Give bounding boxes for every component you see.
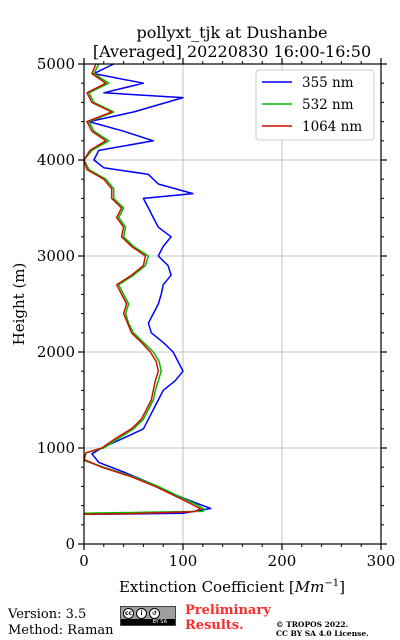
copyright-notice: © TROPOS 2022. CC BY SA 4.0 License. (276, 620, 369, 638)
legend-label-532: 532 nm (302, 97, 354, 113)
chart: pollyxt_tjk at Dushanbe [Averaged] 20220… (10, 23, 396, 596)
version-text: Version: 3.5 (8, 607, 87, 622)
x-tick-label: 0 (79, 552, 89, 570)
footer-info: Version: 3.5 Method: Raman (8, 607, 114, 639)
y-tick-label: 5000 (37, 55, 75, 73)
cc-icon: cc (123, 608, 134, 619)
legend-box (255, 69, 375, 141)
legend-label-1064: 1064 nm (302, 119, 362, 135)
copyright-line1: © TROPOS 2022. (276, 620, 349, 629)
y-tick-label: 1000 (37, 439, 75, 457)
series-layer (83, 63, 212, 515)
series-line-2 (83, 63, 206, 515)
y-tick-label: 3000 (37, 247, 75, 265)
legend-label-355: 355 nm (302, 75, 354, 91)
cc-icons-row: cc i ↺ (121, 607, 177, 620)
method-text: Method: Raman (8, 623, 114, 638)
preliminary-line2: Results. (185, 618, 244, 633)
cc-badge-text: BY SA (121, 619, 175, 625)
x-tick-label: 300 (367, 552, 396, 570)
x-tick-label: 100 (169, 552, 198, 570)
y-tick-label: 0 (65, 535, 75, 553)
chart-title: pollyxt_tjk at Dushanbe (136, 23, 327, 42)
series-line-1 (85, 63, 212, 515)
preliminary-line1: Preliminary (185, 603, 271, 618)
y-tick-label: 2000 (37, 343, 75, 361)
x-axis-label-text: Extinction Coefficient [ (119, 578, 295, 596)
legend: 355 nm 532 nm 1064 nm (255, 69, 375, 141)
chart-subtitle: [Averaged] 20220830 16:00-16:50 (93, 42, 371, 61)
copyright-line2: CC BY SA 4.0 License. (276, 629, 369, 638)
x-axis-label: Extinction Coefficient [Mm−1] (119, 578, 345, 596)
by-icon: i (136, 608, 147, 619)
x-axis-unit: Mm (294, 578, 325, 596)
sa-icon: ↺ (149, 608, 160, 619)
preliminary-notice: Preliminary Results. (185, 603, 271, 633)
cc-license-badge: cc i ↺ BY SA (120, 606, 176, 626)
y-axis-label: Height (m) (10, 263, 28, 346)
plot-frame (83, 63, 382, 545)
x-axis-unit-exponent: −1 (324, 578, 339, 589)
x-axis-label-close: ] (339, 578, 345, 596)
y-tick-label: 4000 (37, 151, 75, 169)
series-line-3 (83, 63, 202, 515)
x-tick-label: 200 (268, 552, 297, 570)
